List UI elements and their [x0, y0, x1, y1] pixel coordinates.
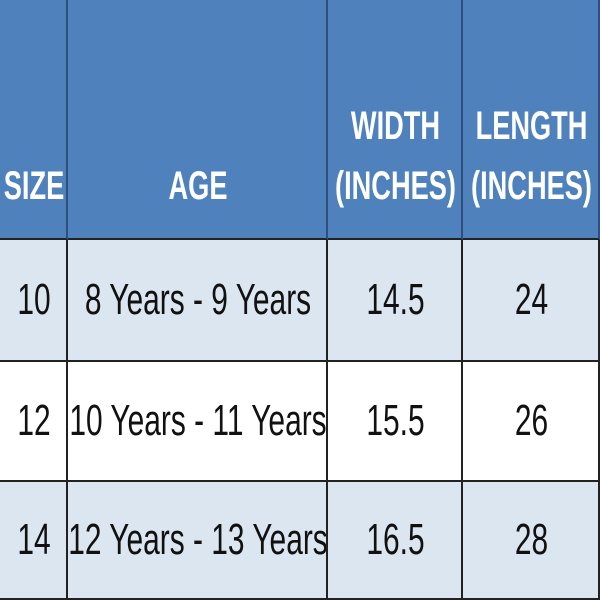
cell-text-cell: 15.5 [328, 362, 463, 482]
header-text: WIDTH (INCHES) [335, 104, 456, 208]
cell-text-cell: 26 [463, 362, 600, 482]
cell-text: 10 [17, 275, 51, 324]
cell-text: 26 [514, 396, 549, 445]
header-text-cell: LENGTH (INCHES) [463, 0, 600, 240]
cell-text-cell: 12 Years - 13 Years [68, 482, 328, 600]
cell-text-cell: 16.5 [328, 482, 463, 600]
header-text: SIZE [3, 164, 65, 208]
header-text: LENGTH (INCHES) [471, 104, 592, 208]
cell-text: 14 [17, 515, 51, 564]
cell-text: 24 [514, 275, 549, 324]
cell-text-cell: 14.5 [328, 240, 463, 362]
header-text-cell: AGE [68, 0, 328, 240]
cell-text: 16.5 [366, 515, 425, 564]
cell-text: 28 [514, 515, 549, 564]
cell-text-cell: 14 [0, 482, 68, 600]
cell-text: 10 Years - 11 Years [69, 396, 327, 445]
cell-text-cell: 24 [463, 240, 600, 362]
cell-text: 15.5 [366, 396, 425, 445]
header-text: AGE [168, 164, 228, 208]
header-text-cell: SIZE [0, 0, 68, 240]
cell-text-cell: 8 Years - 9 Years [68, 240, 328, 362]
header-text-cell: WIDTH (INCHES) [328, 0, 463, 240]
cell-text: 12 [17, 396, 51, 445]
cell-text-cell: 12 [0, 362, 68, 482]
cell-text-cell: 10 Years - 11 Years [68, 362, 328, 482]
cell-text: 14.5 [366, 275, 425, 324]
cell-text-cell: 28 [463, 482, 600, 600]
cell-text: 8 Years - 9 Years [84, 275, 312, 324]
cell-text: 12 Years - 13 Years [68, 515, 328, 564]
cell-text-cell: 10 [0, 240, 68, 362]
